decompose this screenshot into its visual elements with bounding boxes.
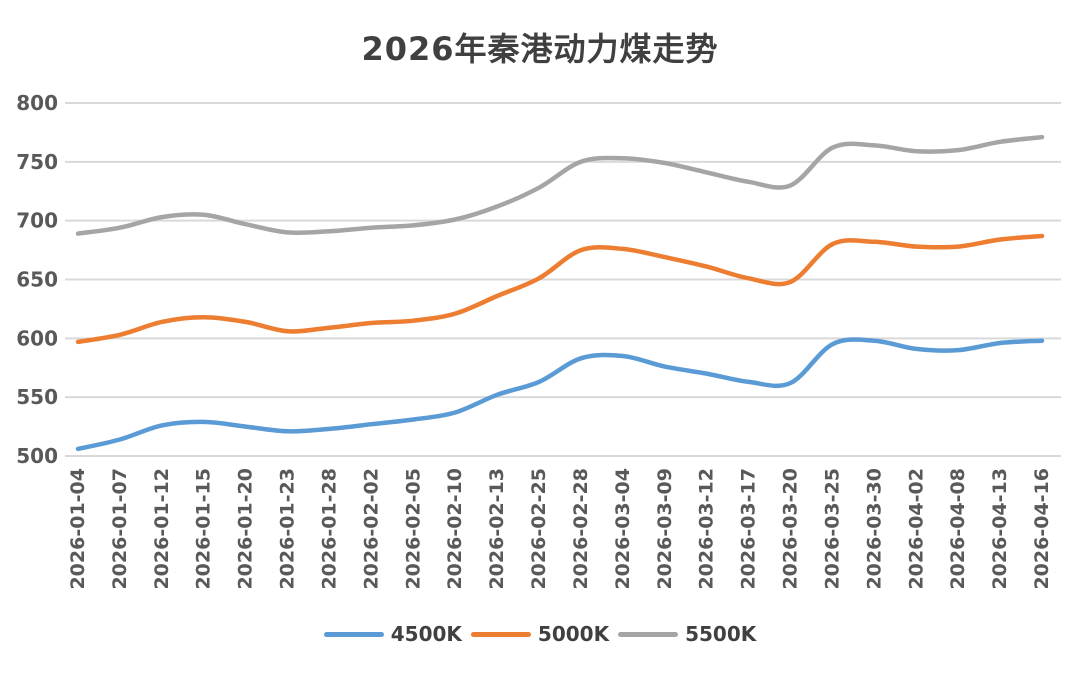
legend: 4500K 5000K 5500K bbox=[0, 622, 1080, 646]
x-axis-tick-label: 2026-01-12 bbox=[151, 468, 173, 590]
legend-item-4500k: 4500K bbox=[323, 622, 462, 646]
x-axis-tick-label: 2026-03-25 bbox=[821, 468, 843, 590]
legend-swatch-5000k bbox=[470, 631, 531, 637]
x-axis-tick-label: 2026-02-05 bbox=[402, 468, 424, 590]
x-axis-tick-label: 2026-03-09 bbox=[654, 468, 676, 590]
legend-item-5000k: 5000K bbox=[470, 622, 610, 646]
x-axis-tick-label: 2026-03-12 bbox=[696, 468, 718, 590]
legend-label-5500k: 5500K bbox=[685, 622, 757, 646]
x-axis-tick-label: 2026-02-28 bbox=[570, 468, 592, 590]
series-line-5500k bbox=[75, 134, 1045, 236]
y-axis-tick-label: 800 bbox=[16, 91, 58, 115]
x-axis-tick-label: 2026-02-10 bbox=[444, 468, 466, 590]
x-axis-tick-label: 2026-03-30 bbox=[863, 468, 885, 590]
legend-label-4500k: 4500K bbox=[390, 622, 462, 646]
x-axis-tick-label: 2026-02-25 bbox=[528, 468, 550, 590]
y-axis-tick-label: 650 bbox=[16, 268, 58, 292]
legend-label-5000k: 5000K bbox=[537, 622, 610, 646]
x-axis-tick-label: 2026-01-15 bbox=[193, 468, 215, 590]
legend-item-5500k: 5500K bbox=[618, 622, 756, 646]
series-line-4500k bbox=[75, 337, 1045, 452]
legend-swatch-4500k bbox=[323, 631, 384, 637]
x-axis-tick-label: 2026-03-04 bbox=[612, 468, 634, 590]
x-axis-tick-label: 2026-01-07 bbox=[109, 468, 131, 590]
y-axis-tick-label: 700 bbox=[16, 209, 58, 233]
chart-title: 2026年秦港动力煤走势 bbox=[361, 30, 719, 68]
x-axis-tick-label: 2026-02-13 bbox=[486, 468, 508, 590]
y-axis-tick-label: 600 bbox=[16, 326, 58, 350]
legend-swatch-5500k bbox=[618, 631, 679, 637]
series-line-5000k bbox=[75, 233, 1045, 345]
x-axis-tick-label: 2026-04-08 bbox=[947, 468, 969, 590]
y-axis-tick-label: 750 bbox=[16, 150, 58, 174]
x-axis-tick-label: 2026-04-16 bbox=[1031, 468, 1053, 590]
x-axis-tick-label: 2026-03-20 bbox=[780, 468, 802, 590]
y-axis-tick-label: 550 bbox=[16, 385, 58, 409]
x-axis-tick-label: 2026-01-23 bbox=[277, 468, 299, 590]
x-axis-tick-label: 2026-02-02 bbox=[360, 468, 382, 590]
x-axis-tick-label: 2026-03-17 bbox=[738, 468, 760, 590]
x-axis-tick-label: 2026-04-02 bbox=[905, 468, 927, 590]
x-axis-tick-label: 2026-01-28 bbox=[318, 468, 340, 590]
x-axis-tick-label: 2026-01-04 bbox=[67, 468, 89, 590]
x-axis-tick-label: 2026-01-20 bbox=[235, 468, 257, 590]
y-axis-tick-label: 500 bbox=[16, 444, 58, 468]
x-axis-tick-label: 2026-04-13 bbox=[989, 468, 1011, 590]
